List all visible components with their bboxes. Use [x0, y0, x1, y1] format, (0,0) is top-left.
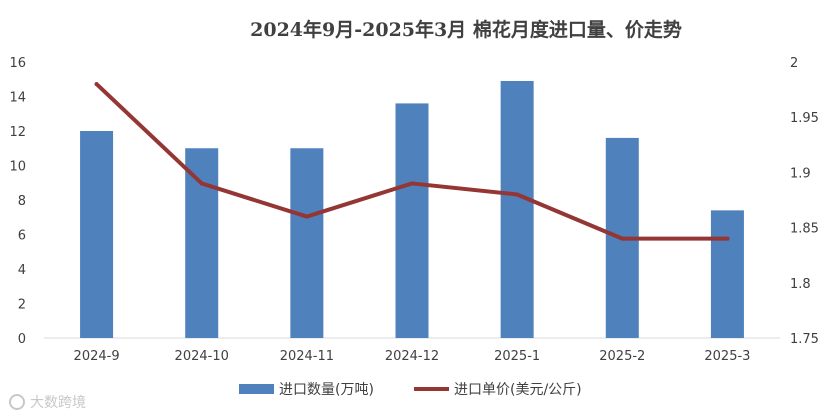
watermark-text: 大数跨境: [30, 395, 86, 411]
legend-bar-swatch: [239, 384, 274, 394]
y-left-tick-label: 14: [9, 91, 26, 106]
bar: [290, 148, 324, 338]
line-series: [94, 82, 730, 241]
bar-series: [80, 80, 744, 339]
y-axis-right-ticks: 1.75 1.8 1.85 1.9 1.95 2: [790, 56, 819, 347]
watermark: 大数跨境: [9, 394, 86, 411]
y-left-tick-label: 16: [9, 56, 26, 71]
legend-bar-label: 进口数量(万吨): [279, 382, 374, 398]
y-right-tick-label: 1.75: [790, 332, 819, 347]
x-tick-label: 2025-3: [704, 349, 750, 364]
legend-line-label: 进口单价(美元/公斤): [454, 382, 582, 398]
line-point: [94, 82, 99, 87]
y-right-tick-label: 1.9: [790, 166, 811, 181]
y-axis-left-ticks: 0 2 4 6 8 10 12 14 16: [9, 56, 26, 347]
y-left-tick-label: 0: [18, 332, 26, 347]
y-left-tick-label: 2: [18, 298, 26, 313]
line-point: [725, 236, 730, 241]
bar: [80, 131, 114, 338]
bar: [395, 103, 429, 339]
bar: [185, 148, 219, 338]
x-tick-label: 2025-2: [599, 349, 645, 364]
y-left-tick-label: 8: [18, 194, 26, 209]
x-tick-label: 2025-1: [494, 349, 540, 364]
line-point: [304, 214, 309, 219]
y-left-tick-label: 6: [18, 229, 26, 244]
y-left-tick-label: 10: [9, 160, 26, 175]
line-point: [410, 181, 414, 186]
x-tick-label: 2024-11: [280, 349, 334, 364]
y-right-tick-label: 1.95: [790, 111, 819, 126]
line-point: [620, 236, 625, 241]
line-point: [515, 192, 520, 197]
bar: [710, 210, 744, 338]
x-tick-label: 2024-12: [385, 349, 439, 364]
y-left-tick-label: 12: [9, 125, 26, 140]
x-axis-ticks: 2024-9 2024-10 2024-11 2024-12 2025-1 2025-2 2…: [74, 349, 751, 364]
y-right-tick-label: 1.85: [790, 222, 819, 237]
legend: 进口数量(万吨) 进口单价(美元/公斤): [239, 382, 582, 398]
bar: [500, 80, 534, 338]
x-tick-label: 2024-9: [74, 349, 120, 364]
y-left-tick-label: 4: [18, 263, 26, 278]
chart-title: 2024年9月-2025年3月 棉花月度进口量、价走势: [250, 18, 682, 41]
y-right-tick-label: 1.8: [790, 277, 811, 292]
line-point: [199, 181, 204, 186]
watermark-logo-icon: [9, 394, 25, 410]
y-right-tick-label: 2: [790, 56, 798, 71]
x-tick-label: 2024-10: [175, 349, 229, 364]
